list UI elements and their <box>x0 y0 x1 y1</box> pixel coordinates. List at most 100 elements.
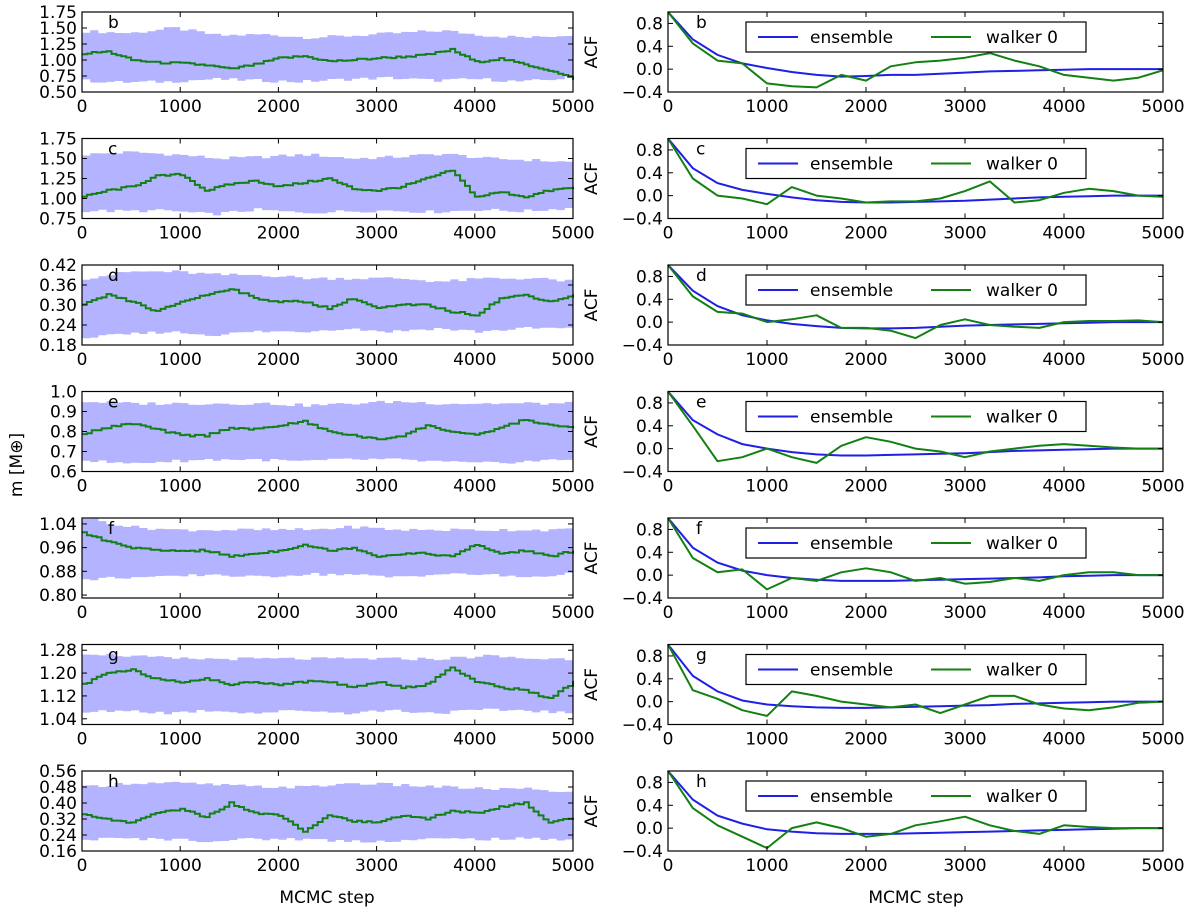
y-tick-label: 1.00 <box>39 190 77 210</box>
y-tick-label: 1.00 <box>39 51 77 71</box>
y-tick-label: 0.18 <box>39 336 77 356</box>
x-tick-label: 5000 <box>1141 224 1184 244</box>
legend-walker-label: walker 0 <box>986 534 1058 554</box>
y-tick-label: 0.0 <box>636 60 663 80</box>
x-tick-label: 0 <box>663 477 674 497</box>
legend-box <box>745 527 1087 559</box>
y-tick-label: 0.4 <box>636 670 663 690</box>
left-x-axis-label: MCMC step <box>279 888 374 908</box>
x-tick-label: 3000 <box>943 350 986 370</box>
acf-walker-line-d <box>667 264 1164 340</box>
y-tick-label: 0.8 <box>636 647 663 667</box>
x-tick-label: 5000 <box>551 477 594 497</box>
y-tick-label: 0.48 <box>39 778 77 798</box>
y-tick-label: −0.4 <box>622 589 663 609</box>
legend-walker-label: walker 0 <box>986 408 1058 428</box>
x-tick-label: 1000 <box>159 97 202 117</box>
trace-walker-line-h <box>82 801 574 833</box>
x-tick-label: 5000 <box>551 603 594 623</box>
x-tick-label: 2000 <box>257 477 300 497</box>
x-tick-label: 3000 <box>943 856 986 876</box>
acf-y-axis-label: ACF <box>582 668 602 701</box>
x-tick-label: 3000 <box>355 224 398 244</box>
y-tick-label: 0.8 <box>636 520 663 540</box>
x-tick-label: 4000 <box>453 97 496 117</box>
legend-walker-label: walker 0 <box>986 661 1058 681</box>
trace-panel-label: f <box>108 519 115 539</box>
x-tick-label: 3000 <box>943 603 986 623</box>
x-tick-label: 5000 <box>551 856 594 876</box>
x-tick-label: 2000 <box>844 97 887 117</box>
acf-walker-line-h <box>667 770 1163 850</box>
y-tick-label: −0.4 <box>622 336 663 356</box>
y-tick-label: 0.96 <box>39 539 77 559</box>
acf-ensemble-line-h <box>667 770 1163 835</box>
x-tick-label: 2000 <box>844 856 887 876</box>
legend-ensemble-label: ensemble <box>810 787 893 807</box>
x-tick-label: 0 <box>663 97 674 117</box>
y-tick-label: 1.0 <box>50 383 77 403</box>
x-tick-label: 4000 <box>1042 350 1085 370</box>
y-tick-label: 1.20 <box>39 664 77 684</box>
y-tick-label: 0.4 <box>636 290 663 310</box>
trace-panel-frame-f <box>81 517 574 599</box>
x-tick-label: 3000 <box>943 224 986 244</box>
x-tick-label: 0 <box>77 603 88 623</box>
y-tick-label: 0.24 <box>39 316 77 336</box>
trace-panel-label: d <box>108 266 119 286</box>
x-tick-label: 0 <box>77 224 88 244</box>
acf-panel-frame-e <box>667 390 1164 473</box>
y-tick-label: 0.8 <box>636 773 663 793</box>
x-tick-label: 5000 <box>551 224 594 244</box>
acf-panel-label: f <box>696 519 703 539</box>
trace-walker-line-e <box>82 419 574 441</box>
y-tick-label: −0.4 <box>622 463 663 483</box>
acf-panel-frame-b <box>667 11 1164 93</box>
acf-panel-frame-h <box>667 770 1164 852</box>
legend-ensemble-label: ensemble <box>810 408 893 428</box>
x-tick-label: 4000 <box>1042 224 1085 244</box>
acf-panel-label: c <box>696 140 705 160</box>
trace-panel-label: e <box>108 393 118 413</box>
y-tick-label: 0.75 <box>39 67 77 87</box>
x-tick-label: 2000 <box>844 603 887 623</box>
y-tick-label: 0.0 <box>636 693 663 713</box>
legend-box <box>745 21 1087 53</box>
acf-y-axis-label: ACF <box>582 289 602 322</box>
acf-walker-line-e <box>667 390 1163 464</box>
y-tick-label: 0.8 <box>636 394 663 414</box>
x-tick-label: 3000 <box>355 350 398 370</box>
x-tick-label: 3000 <box>355 856 398 876</box>
x-tick-label: 1000 <box>159 477 202 497</box>
legend-ensemble-label: ensemble <box>810 281 893 301</box>
x-tick-label: 1000 <box>745 856 788 876</box>
acf-panel-label: e <box>696 393 706 413</box>
trace-walker-line-d <box>82 288 574 317</box>
x-tick-label: 0 <box>77 350 88 370</box>
y-tick-label: 0.0 <box>636 566 663 586</box>
legend-box <box>745 147 1087 180</box>
x-tick-label: 0 <box>663 224 674 244</box>
y-tick-label: 0.30 <box>39 296 77 316</box>
y-tick-label: 0.4 <box>636 37 663 57</box>
trace-panel-label: h <box>108 772 119 792</box>
legend-ensemble-label: ensemble <box>810 534 893 554</box>
trace-panel-label: g <box>108 646 119 666</box>
y-tick-label: 0.32 <box>39 810 77 830</box>
acf-y-axis-label: ACF <box>582 36 602 69</box>
x-tick-label: 4000 <box>1042 97 1085 117</box>
y-tick-label: 1.75 <box>39 3 77 23</box>
acf-walker-line-b <box>667 11 1164 89</box>
x-tick-label: 2000 <box>257 856 300 876</box>
x-tick-label: 4000 <box>1042 477 1085 497</box>
x-tick-label: 2000 <box>257 603 300 623</box>
left-y-axis-label: m [M⊕] <box>7 433 27 497</box>
x-tick-label: 1000 <box>159 603 202 623</box>
acf-ensemble-line-g <box>667 643 1163 709</box>
trace-panel-label: b <box>108 13 119 33</box>
x-tick-label: 1000 <box>745 477 788 497</box>
panels-group: 0.500.751.001.251.501.750 1000 2000 3000 400… <box>39 3 1184 876</box>
trace-panel-frame-h <box>81 770 574 852</box>
x-tick-label: 1000 <box>745 224 788 244</box>
